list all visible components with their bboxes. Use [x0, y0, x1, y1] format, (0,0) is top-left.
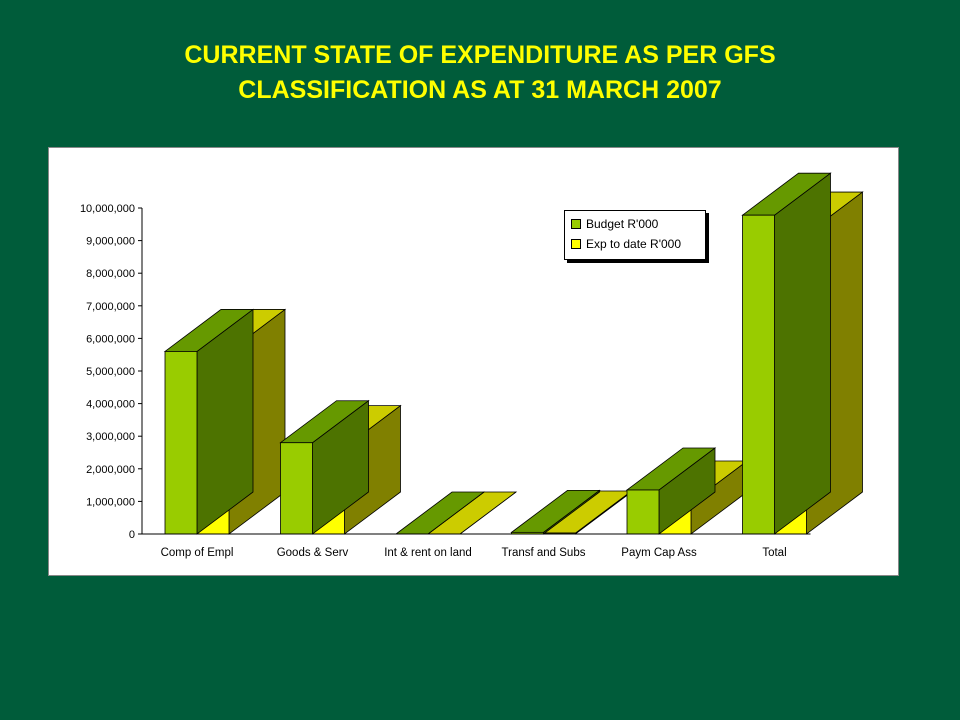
chart-title: CURRENT STATE OF EXPENDITURE AS PER GFS …: [40, 38, 920, 108]
legend-item-budget: Budget R'000: [571, 217, 658, 233]
y-tick-label: 6,000,000: [86, 333, 135, 345]
bar-budget: [280, 442, 313, 535]
y-tick-label: 5,000,000: [86, 366, 135, 378]
y-tick-label: 2,000,000: [86, 464, 135, 476]
bar-budget: [742, 214, 775, 535]
y-tick-label: 9,000,000: [86, 236, 135, 248]
legend-label-budget: Budget R'000: [586, 217, 659, 231]
chart-legend: Budget R'000 Exp to date R'000: [564, 210, 706, 260]
y-tick-label: 10,000,000: [80, 203, 135, 215]
chart-title-line-2: CLASSIFICATION AS AT 31 MARCH 2007: [238, 76, 722, 104]
x-tick-label: Paym Cap Ass: [621, 547, 697, 559]
chart-title-line-1: CURRENT STATE OF EXPENDITURE AS PER GFS: [184, 41, 776, 69]
y-tick-label: 8,000,000: [86, 268, 135, 280]
legend-label-exp: Exp to date R'000: [586, 237, 682, 251]
x-tick-label: Transf and Subs: [502, 547, 586, 559]
legend-swatch-budget: [571, 218, 581, 229]
bar-budget: [164, 351, 198, 535]
x-tick-label: Total: [762, 547, 786, 559]
y-tick-label: 7,000,000: [86, 301, 135, 313]
y-tick-label: 0: [129, 529, 135, 541]
x-tick-label: Goods & Serv: [277, 547, 349, 559]
bar-side-budget: [774, 172, 831, 535]
y-tick-label: 1,000,000: [86, 496, 135, 508]
legend-item-exp: Exp to date R'000: [571, 237, 681, 253]
x-tick-label: Comp of Empl: [161, 547, 234, 559]
chart-panel: 0 1,000,000 2,000,000 3,000,000 4,000,000 5,0…: [48, 147, 899, 576]
x-tick-label: Int & rent on land: [384, 547, 472, 559]
legend-swatch-exp: [571, 238, 581, 249]
y-tick-label: 4,000,000: [86, 399, 135, 411]
bar-chart: 0 1,000,000 2,000,000 3,000,000 4,000,000 5,0…: [80, 172, 864, 559]
y-tick-label: 3,000,000: [86, 431, 135, 443]
bar-budget: [626, 489, 660, 535]
